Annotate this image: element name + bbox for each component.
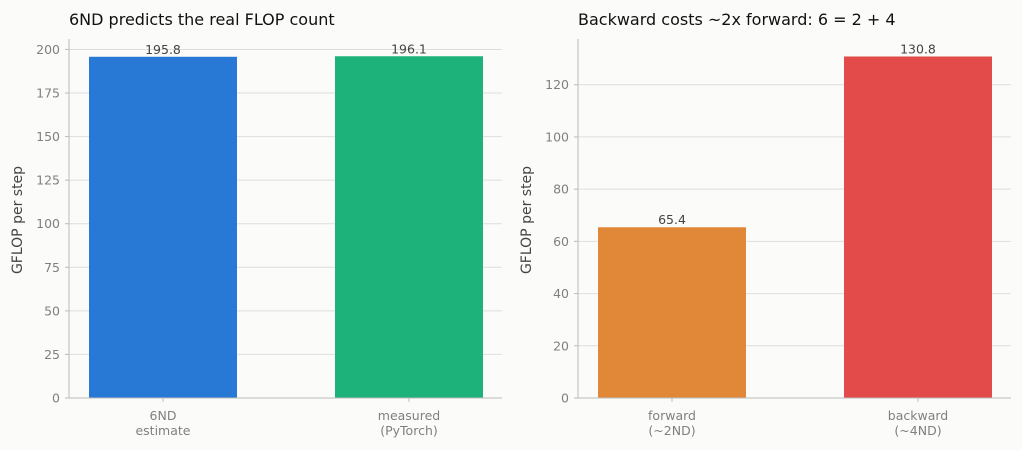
right-y-tick-label: 100 — [545, 129, 569, 144]
right-y-tick-label: 20 — [553, 338, 569, 353]
left-chart-title: 6ND predicts the real FLOP count — [69, 10, 335, 29]
left-y-tick-label: 200 — [36, 42, 60, 57]
left-y-tick-label: 125 — [36, 173, 60, 188]
left-y-tick-label: 50 — [44, 303, 60, 318]
left-y-tick-label: 100 — [36, 216, 60, 231]
left-bar-value-label-1: 196.1 — [391, 41, 427, 56]
left-x-tick-label-0: 6ND estimate — [135, 408, 190, 438]
left-y-tick-label: 0 — [52, 391, 60, 406]
left-y-tick-label: 75 — [44, 260, 60, 275]
left-chart-panel: 6ND predicts the real FLOP count GFLOP p… — [10, 10, 502, 438]
right-y-axis-label: GFLOP per step — [519, 166, 535, 274]
right-y-tick-label: 40 — [553, 286, 569, 301]
right-bar-value-label-0: 65.4 — [658, 212, 686, 227]
right-bar-1 — [844, 56, 992, 398]
left-bar-1 — [335, 56, 483, 398]
left-y-tick-label: 175 — [36, 86, 60, 101]
left-x-tick-label-1: measured (PyTorch) — [378, 408, 440, 438]
left-plot-area: 195.8 196.1 0 25 50 75 100 125 150 175 200 6ND estim… — [36, 39, 502, 438]
left-bar-0 — [89, 56, 237, 398]
right-x-tick-label-0: forward (~2ND) — [648, 408, 696, 438]
right-y-tick-label: 0 — [561, 391, 569, 406]
right-y-tick-label: 80 — [553, 182, 569, 197]
left-bar-value-label-0: 195.8 — [145, 42, 181, 57]
right-y-tick-label: 60 — [553, 234, 569, 249]
right-chart-panel: Backward costs ~2x forward: 6 = 2 + 4 GF… — [519, 10, 1011, 438]
left-y-tick-label: 25 — [44, 347, 60, 362]
right-plot-area: 65.4 130.8 0 20 40 60 80 100 120 forward (~2ND) bac… — [545, 39, 1011, 438]
left-y-tick-label: 150 — [36, 129, 60, 144]
right-bar-value-label-1: 130.8 — [900, 41, 936, 56]
right-bar-0 — [598, 227, 746, 398]
left-y-axis-label: GFLOP per step — [10, 166, 26, 274]
right-x-tick-label-1: backward (~4ND) — [888, 408, 948, 438]
right-y-tick-label: 120 — [545, 77, 569, 92]
right-chart-title: Backward costs ~2x forward: 6 = 2 + 4 — [578, 10, 896, 29]
